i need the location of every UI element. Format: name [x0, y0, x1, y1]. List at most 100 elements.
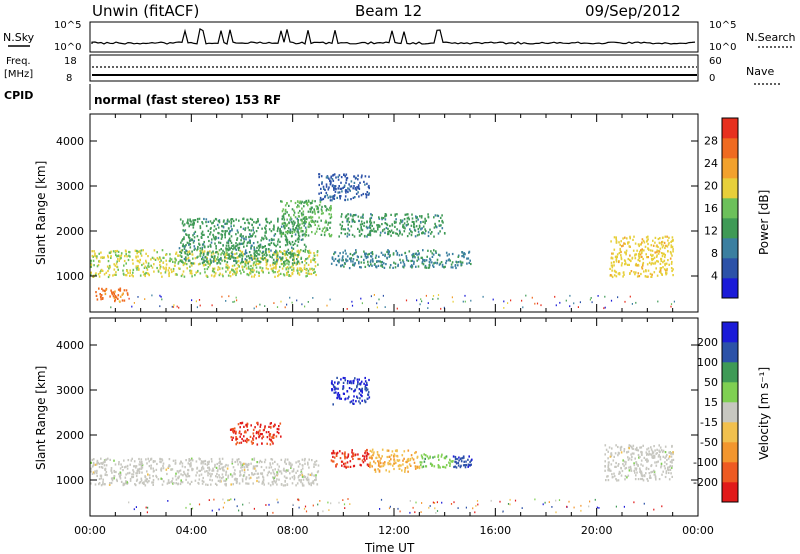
- data-cell: [355, 249, 357, 252]
- data-cell: [365, 256, 368, 260]
- data-cell: [617, 479, 620, 482]
- data-cell: [339, 195, 341, 198]
- data-cell: [138, 471, 141, 474]
- data-cell: [201, 460, 204, 463]
- data-cell: [344, 457, 346, 460]
- data-cell: [272, 228, 275, 231]
- data-cell: [358, 388, 361, 391]
- data-cell: [346, 382, 349, 385]
- data-cell: [451, 252, 454, 256]
- data-cell: [201, 466, 203, 470]
- data-cell: [328, 186, 330, 189]
- data-cell: [633, 462, 635, 465]
- data-cell: [433, 455, 436, 458]
- data-cell: [369, 232, 372, 235]
- data-cell: [285, 240, 288, 243]
- data-cell: [101, 466, 104, 469]
- data-cell: [131, 457, 133, 460]
- data-cell: [295, 227, 298, 230]
- data-cell: [210, 226, 212, 230]
- data-cell: [195, 271, 197, 274]
- data-cell: [380, 264, 382, 267]
- data-cell: [633, 469, 635, 472]
- data-cell: [650, 257, 653, 260]
- data-cell: [119, 473, 122, 477]
- colorbar-tick-label: 16: [704, 202, 718, 215]
- data-cell: [329, 216, 332, 220]
- data-cell: [353, 390, 355, 393]
- data-cell: [227, 274, 230, 277]
- data-cell: [121, 465, 124, 468]
- data-cell: [224, 236, 226, 239]
- data-cell: [211, 255, 213, 259]
- data-cell: [424, 266, 426, 269]
- data-cell: [637, 449, 640, 452]
- data-cell: [140, 249, 143, 252]
- data-cell: [227, 244, 230, 247]
- data-cell: [217, 479, 220, 482]
- data-cell: [611, 252, 613, 255]
- data-cell: [215, 466, 218, 469]
- data-cell: [297, 498, 299, 501]
- data-cell: [639, 469, 641, 472]
- data-cell: [434, 222, 436, 225]
- data-cell: [210, 274, 213, 277]
- data-cell: [273, 234, 276, 237]
- data-cell: [640, 272, 642, 276]
- data-cell: [273, 472, 276, 476]
- data-cell: [613, 472, 615, 475]
- data-cell: [650, 453, 653, 456]
- data-cell: [257, 472, 260, 475]
- data-cell: [294, 242, 296, 245]
- data-cell: [620, 451, 623, 454]
- data-cell: [241, 466, 244, 469]
- data-cell: [253, 248, 256, 251]
- data-cell: [312, 482, 315, 485]
- data-cell: [401, 253, 403, 256]
- data-cell: [186, 220, 189, 223]
- data-cell: [455, 462, 458, 465]
- data-cell: [104, 292, 107, 296]
- data-cell: [365, 193, 367, 196]
- data-cell: [273, 253, 275, 256]
- data-cell: [112, 274, 114, 277]
- data-cell: [247, 265, 250, 268]
- data-cell: [609, 455, 612, 458]
- data-cell: [288, 204, 290, 207]
- data-cell: [257, 430, 260, 433]
- data-cell: [288, 240, 291, 243]
- data-cell: [426, 455, 429, 458]
- data-cell: [340, 226, 343, 229]
- data-cell: [333, 194, 336, 197]
- data-cell: [615, 465, 617, 468]
- data-cell: [241, 254, 243, 257]
- data-cell: [116, 260, 118, 263]
- data-cell: [334, 388, 336, 391]
- data-cell: [651, 273, 653, 276]
- data-cell: [341, 256, 344, 259]
- data-cell: [195, 300, 197, 303]
- data-cell: [161, 478, 163, 481]
- data-cell: [116, 255, 118, 258]
- colorbar-segment: [722, 198, 738, 219]
- data-cell: [628, 241, 630, 244]
- data-cell: [345, 252, 347, 255]
- data-cell: [285, 230, 287, 234]
- data-cell: [272, 258, 275, 261]
- data-cell: [246, 273, 248, 276]
- colorbar-segment: [722, 402, 738, 423]
- data-cell: [361, 390, 363, 393]
- data-cell: [503, 300, 505, 303]
- data-cell: [289, 462, 292, 465]
- data-cell: [286, 230, 289, 234]
- data-cell: [219, 241, 222, 244]
- station-title: Unwin (fitACF): [92, 2, 199, 20]
- data-cell: [222, 498, 224, 501]
- data-cell: [353, 252, 355, 256]
- data-cell: [420, 216, 423, 219]
- data-cell: [225, 253, 227, 256]
- data-cell: [239, 435, 241, 438]
- data-cell: [162, 467, 165, 470]
- data-cell: [444, 265, 446, 268]
- data-cell: [355, 192, 358, 195]
